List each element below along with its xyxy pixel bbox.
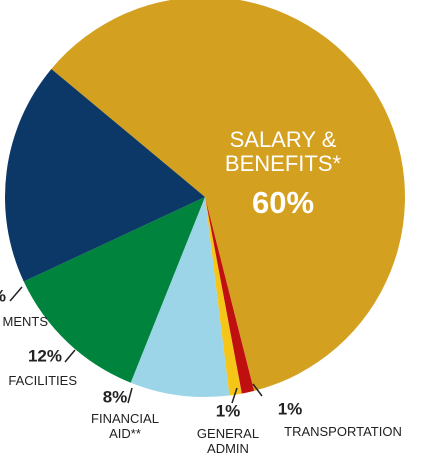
pie-slice	[5, 68, 205, 282]
label-line: TRANSPORTATION	[284, 424, 402, 439]
value-label: 12%	[28, 346, 62, 365]
value-label: 8%	[103, 387, 128, 406]
leader-line	[9, 286, 23, 302]
label-line: AID**	[109, 426, 141, 441]
leader-line	[64, 349, 76, 363]
category-label: SALARY & BENEFITS*	[225, 127, 342, 176]
label-line: ADMIN	[207, 441, 249, 456]
label-line: BENEFITS*	[225, 151, 342, 176]
pie-slice	[23, 197, 205, 383]
label-line: FINANCIAL	[91, 411, 159, 426]
label-line: GENERAL	[197, 426, 259, 441]
leader-line	[252, 383, 263, 397]
pie-slice	[51, 0, 405, 391]
pie-slice	[205, 197, 242, 396]
category-label: GENERAL ADMIN	[197, 426, 259, 456]
pie-slice	[130, 197, 230, 397]
value-label: 1%	[278, 399, 303, 418]
label-line: MENTS	[3, 314, 49, 329]
leader-line	[231, 387, 238, 404]
value-label: 60%	[252, 185, 314, 220]
value-label: 18%	[0, 286, 6, 305]
category-label: MENTS	[3, 314, 49, 329]
value-label: 1%	[216, 401, 241, 420]
category-label: TRANSPORTATION	[284, 424, 402, 439]
leader-line	[127, 387, 133, 404]
label-line: FACILITIES	[8, 373, 77, 388]
category-label: FINANCIAL AID**	[91, 411, 159, 441]
label-line: SALARY &	[230, 127, 337, 152]
category-label: FACILITIES	[8, 373, 77, 388]
pie-slice	[205, 197, 255, 394]
